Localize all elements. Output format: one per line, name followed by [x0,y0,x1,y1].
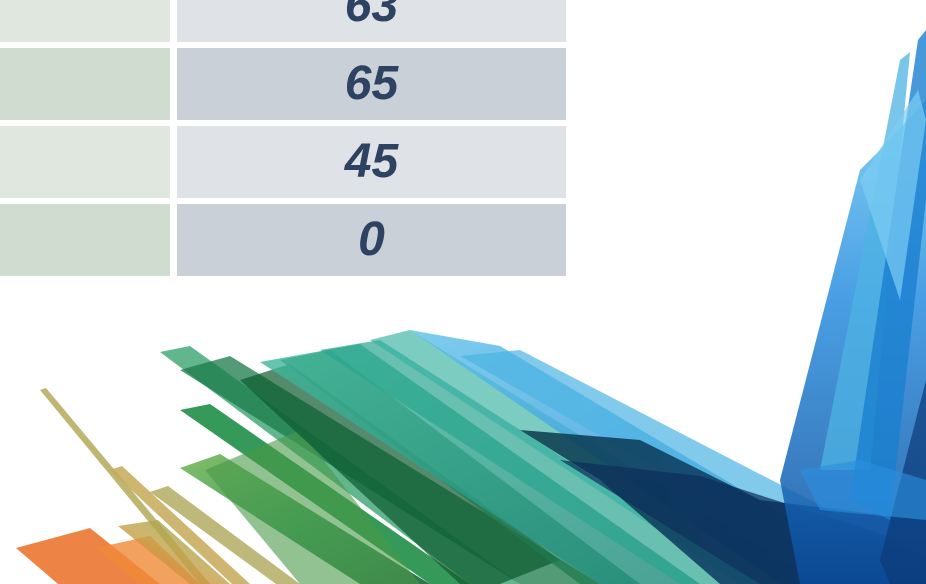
row-label-cell [0,48,170,120]
table-row: 45 [0,126,566,198]
row-value-cell: 63 [177,0,566,42]
row-value-cell: 45 [177,126,566,198]
row-value: 45 [344,135,399,188]
row-label-cell [0,126,170,198]
row-label-cell [0,0,170,42]
row-value: 0 [358,213,385,266]
row-label-cell [0,204,170,276]
row-value-cell: 65 [177,48,566,120]
table-row: 0 [0,204,566,276]
row-value: 65 [344,57,399,110]
table-row: 63 [0,0,566,42]
table-row: 65 [0,48,566,120]
row-value: 63 [344,0,399,32]
row-value-cell: 0 [177,204,566,276]
